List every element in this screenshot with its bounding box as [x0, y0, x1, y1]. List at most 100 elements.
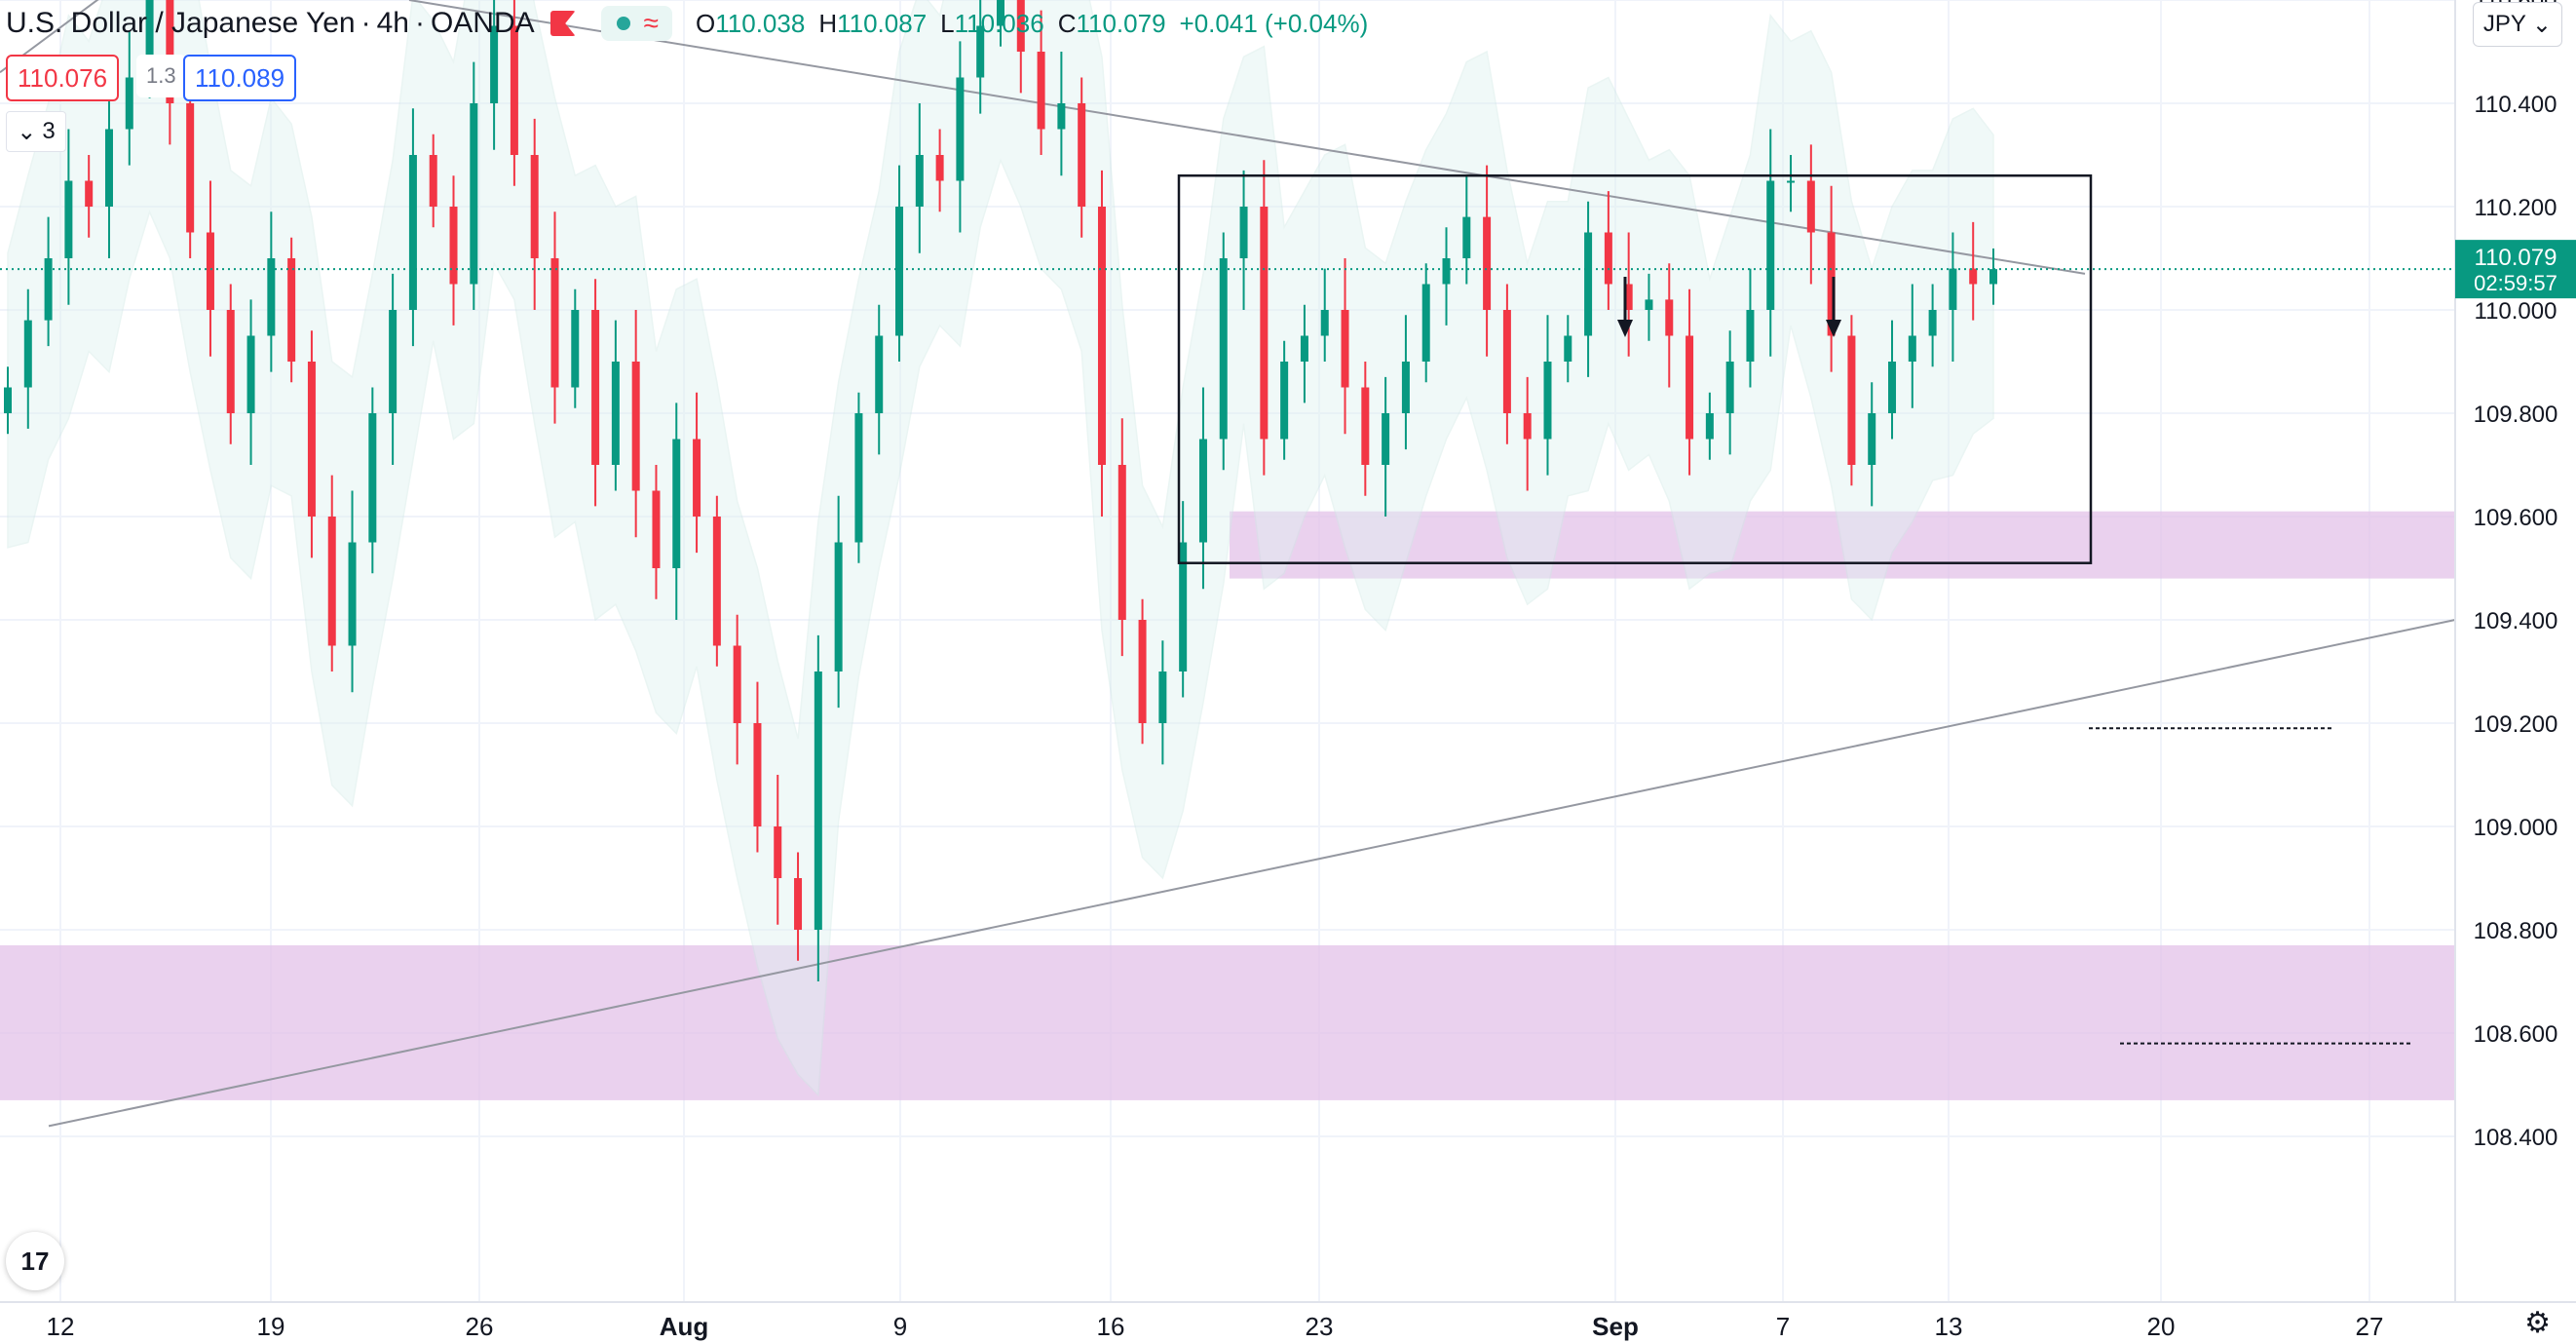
candle-body[interactable] — [997, 0, 1004, 26]
candle-body[interactable] — [125, 77, 133, 130]
last-price-badge[interactable] — [2455, 240, 2576, 299]
candle-body[interactable] — [1421, 284, 1430, 363]
candle-body[interactable] — [1908, 335, 1916, 363]
interval-label[interactable]: 4h — [376, 7, 409, 39]
candle-body[interactable] — [1564, 335, 1572, 363]
candle-body[interactable] — [571, 310, 580, 388]
candle-body[interactable] — [530, 155, 539, 258]
candle-body[interactable] — [1725, 362, 1734, 413]
candle-body[interactable] — [490, 25, 499, 104]
candle-body[interactable] — [246, 335, 255, 414]
candle-body[interactable] — [1868, 413, 1876, 465]
candle-body[interactable] — [1705, 413, 1714, 440]
candle-body[interactable] — [327, 517, 336, 646]
candle-body[interactable] — [794, 878, 803, 930]
candle-body[interactable] — [1260, 207, 1269, 440]
candle-body[interactable] — [348, 542, 357, 646]
currency-button[interactable]: JPY ⌄ — [2472, 2, 2562, 47]
candle-body[interactable] — [1827, 232, 1836, 336]
candle-body[interactable] — [166, 0, 174, 104]
candle-body[interactable] — [854, 413, 863, 543]
candle-body[interactable] — [1766, 180, 1775, 311]
candle-body[interactable] — [712, 517, 721, 646]
candle-body[interactable] — [1847, 335, 1856, 466]
candle-body[interactable] — [1665, 299, 1674, 336]
candle-body[interactable] — [652, 490, 661, 569]
candle-body[interactable] — [44, 258, 53, 321]
candle-body[interactable] — [834, 542, 843, 672]
candle-body[interactable] — [206, 232, 214, 311]
candle-body[interactable] — [226, 310, 235, 413]
candle-body[interactable] — [672, 439, 681, 569]
candle-body[interactable] — [4, 387, 12, 414]
candle-body[interactable] — [1097, 207, 1106, 465]
candle-body[interactable] — [449, 207, 458, 285]
candle-body[interactable] — [591, 310, 600, 465]
candle-body[interactable] — [895, 207, 904, 336]
price-axis[interactable]: 111.000110.800110.600110.400110.200110.0… — [2454, 0, 2576, 1302]
candle-body[interactable] — [1949, 268, 1957, 310]
candle-body[interactable] — [64, 180, 73, 259]
candle-body[interactable] — [368, 413, 377, 543]
candle-body[interactable] — [1483, 216, 1492, 310]
candle-body[interactable] — [1382, 413, 1390, 465]
candle-body[interactable] — [1037, 52, 1045, 130]
candle-body[interactable] — [429, 155, 437, 207]
sell-price-button[interactable]: 110.076 — [6, 55, 120, 101]
market-status-icon[interactable] — [549, 11, 576, 36]
candle-body[interactable] — [1280, 362, 1289, 440]
candle-body[interactable] — [774, 826, 782, 878]
candle-body[interactable] — [1179, 542, 1188, 672]
candle-body[interactable] — [145, 0, 154, 78]
candle-body[interactable] — [1502, 310, 1511, 413]
candle-body[interactable] — [956, 77, 965, 181]
candle-body[interactable] — [875, 335, 884, 414]
candle-body[interactable] — [1888, 362, 1897, 413]
indicators-collapse-button[interactable]: ⌄ 3 — [6, 111, 66, 152]
candle-body[interactable] — [186, 103, 195, 233]
candle-body[interactable] — [1401, 362, 1410, 413]
candle-body[interactable] — [1300, 335, 1308, 363]
candle-body[interactable] — [1543, 362, 1552, 440]
candle-body[interactable] — [85, 180, 94, 208]
candle-body[interactable] — [1523, 413, 1532, 440]
candle-body[interactable] — [814, 672, 822, 930]
candle-body[interactable] — [1624, 284, 1633, 311]
candle-body[interactable] — [23, 320, 32, 388]
candle-body[interactable] — [267, 258, 276, 336]
candle-body[interactable] — [631, 362, 640, 491]
candle-body[interactable] — [1341, 310, 1349, 388]
candle-body[interactable] — [1057, 103, 1066, 130]
candle-body[interactable] — [1442, 258, 1451, 285]
candle-body[interactable] — [1604, 232, 1612, 285]
indicator-status[interactable]: ≈ — [600, 6, 673, 41]
candle-body[interactable] — [1118, 465, 1126, 620]
candle-body[interactable] — [693, 439, 701, 518]
candle-body[interactable] — [307, 362, 316, 517]
candle-body[interactable] — [1219, 258, 1228, 440]
candle-body[interactable] — [1016, 0, 1025, 52]
candle-body[interactable] — [550, 258, 559, 388]
candle-body[interactable] — [1361, 387, 1370, 466]
candle-body[interactable] — [287, 258, 296, 362]
candle-body[interactable] — [408, 155, 417, 310]
candle-body[interactable] — [1320, 310, 1329, 336]
symbol-title[interactable]: U.S. Dollar / Japanese Yen — [6, 7, 356, 39]
candle-body[interactable] — [1138, 620, 1147, 723]
candle-body[interactable] — [1969, 268, 1978, 285]
buy-price-button[interactable]: 110.089 — [183, 55, 297, 101]
candle-body[interactable] — [1078, 103, 1086, 207]
candle-body[interactable] — [510, 25, 518, 156]
candle-body[interactable] — [976, 25, 985, 78]
broker-label[interactable]: OANDA — [430, 7, 535, 39]
candle-body[interactable] — [470, 103, 478, 285]
candle-body[interactable] — [1989, 269, 1997, 285]
candle-body[interactable] — [733, 645, 741, 724]
candle-body[interactable] — [1584, 232, 1593, 336]
time-axis[interactable]: 12 19 26 Aug 9 16 23 Sep 7 13 20 27 — [0, 1301, 2576, 1341]
candle-body[interactable] — [1928, 310, 1937, 336]
candle-body[interactable] — [104, 129, 113, 208]
gear-icon[interactable]: ⚙ — [2524, 1307, 2551, 1339]
candle-body[interactable] — [1239, 207, 1248, 258]
